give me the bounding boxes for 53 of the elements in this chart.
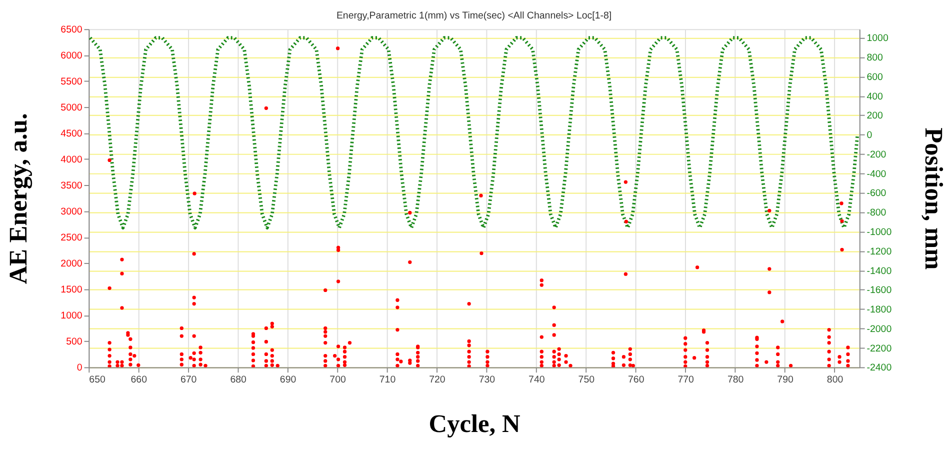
x-tick-label: 720 (429, 374, 446, 386)
y2-tick-label: -1400 (866, 266, 892, 277)
y2-tick-label: -400 (866, 168, 887, 180)
x-tick-label: 770 (678, 374, 695, 386)
chart-title: Energy,Parametric 1(mm) vs Time(sec) <All Channels> Loc[1-8] (336, 10, 612, 22)
x-tick-label: 700 (330, 374, 346, 386)
y-tick-label: 2500 (60, 232, 83, 244)
y-tick-label: 2000 (60, 258, 83, 270)
y2-tick-label: 0 (866, 130, 873, 142)
y2-tick-label: 600 (866, 72, 884, 83)
y-tick-label: 3000 (60, 206, 83, 218)
y-tick-label: 3500 (60, 180, 83, 192)
y-tick-label: 1000 (60, 310, 83, 322)
y-tick-label: 0 (76, 362, 83, 374)
x-tick-label: 790 (777, 374, 794, 386)
x-tick-label: 800 (826, 374, 844, 386)
y-tick-label: 4500 (60, 128, 83, 140)
y2-tick-label: -800 (866, 208, 887, 219)
y2-axis-title: Position, mm (920, 128, 948, 270)
x-tick-label: 710 (379, 374, 396, 386)
y-tick-label: 5000 (60, 102, 83, 114)
y2-tick-label: -1200 (866, 246, 892, 258)
y-tick-label: 6500 (60, 24, 83, 36)
y2-tick-label: 1000 (866, 33, 889, 44)
y-tick-label: 5500 (60, 76, 83, 88)
x-tick-label: 650 (89, 374, 106, 386)
y-tick-label: 4000 (60, 154, 83, 166)
line-series (88, 36, 860, 230)
y-axis-title: AE Energy, a.u. (4, 113, 33, 284)
x-tick-label: 760 (628, 374, 645, 386)
y2-tick-label: 200 (866, 110, 884, 122)
y2-tick-label: 800 (866, 52, 884, 64)
x-tick-label: 680 (230, 374, 248, 386)
x-tick-label: 670 (180, 374, 198, 386)
x-axis-title: Cycle, N (428, 410, 520, 438)
y2-tick-label: -600 (866, 188, 887, 200)
y2-tick-label: -2400 (866, 362, 892, 374)
y-tick-label: 1500 (60, 284, 83, 296)
y2-tick-label: -200 (866, 149, 887, 160)
y2-tick-label: -1800 (866, 304, 892, 316)
y2-tick-label: -2200 (866, 343, 892, 354)
y2-tick-label: -1600 (866, 285, 892, 296)
y2-tick-label: 400 (866, 91, 884, 102)
x-tick-label: 690 (280, 374, 297, 386)
y-tick-label: 500 (66, 336, 83, 348)
x-tick-label: 660 (130, 374, 148, 386)
y2-tick-label: -2000 (866, 324, 892, 335)
x-tick-label: 780 (727, 374, 744, 386)
x-tick-label: 750 (578, 374, 596, 386)
y2-tick-label: -1000 (866, 227, 892, 238)
x-tick-label: 740 (528, 374, 546, 386)
y-tick-label: 6000 (60, 50, 83, 62)
x-tick-label: 730 (478, 374, 496, 386)
